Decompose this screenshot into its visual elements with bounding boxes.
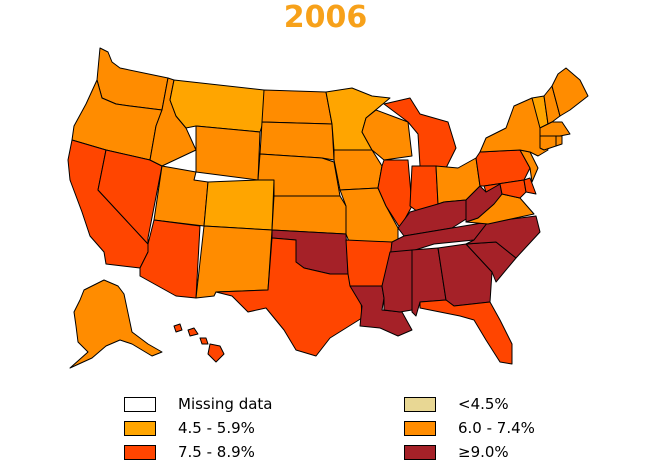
state-wi <box>361 109 413 161</box>
state-co <box>203 179 275 231</box>
legend-swatch <box>124 396 156 412</box>
state-ut <box>153 165 209 227</box>
state-fl <box>419 299 513 365</box>
legend-label: 7.5 - 8.9% <box>178 443 255 461</box>
state-tx <box>215 237 363 357</box>
state-mi <box>383 97 457 169</box>
state-de <box>523 177 537 195</box>
legend-item: ≥9.0% <box>404 442 509 462</box>
state-nh <box>543 85 561 125</box>
state-ks <box>271 195 347 235</box>
state-az <box>139 219 201 299</box>
legend-swatch <box>404 420 436 436</box>
legend-label: 4.5 - 5.9% <box>178 419 255 437</box>
state-ri <box>555 135 563 147</box>
legend-label: <4.5% <box>458 395 509 413</box>
state-ia <box>333 149 383 191</box>
legend-item: 4.5 - 5.9% <box>124 418 255 438</box>
legend-item: Missing data <box>124 394 273 414</box>
state-nm <box>195 225 273 299</box>
state-hi <box>173 323 225 363</box>
map-title: 2006 <box>283 0 368 35</box>
legend-label: Missing data <box>178 395 273 413</box>
state-ct <box>539 135 557 151</box>
legend-item: 6.0 - 7.4% <box>404 418 535 438</box>
legend-swatch <box>124 444 156 460</box>
us-map <box>67 47 589 369</box>
state-il <box>377 159 413 229</box>
legend-item: <4.5% <box>404 394 509 414</box>
state-nd <box>261 89 333 125</box>
state-me <box>551 67 589 117</box>
state-sd <box>259 121 335 161</box>
state-mt <box>169 79 265 133</box>
legend-swatch <box>404 396 436 412</box>
state-ak <box>69 279 163 369</box>
state-wy <box>195 125 261 181</box>
legend-label: 6.0 - 7.4% <box>458 419 535 437</box>
legend-item: 7.5 - 8.9% <box>124 442 255 462</box>
legend-swatch <box>124 420 156 436</box>
legend-swatch <box>404 444 436 460</box>
legend-label: ≥9.0% <box>458 443 509 461</box>
